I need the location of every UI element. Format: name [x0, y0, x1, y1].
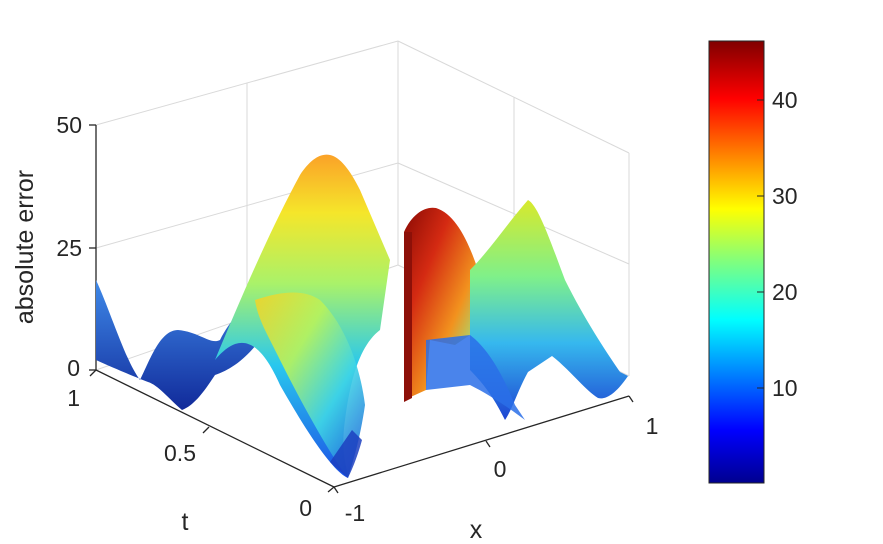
- surface-lower-band: [426, 335, 525, 420]
- surface-red-wall: [404, 232, 412, 402]
- surface-bottom-valley: [330, 430, 362, 478]
- z-tick-label: 0: [67, 355, 80, 381]
- t-axis-label: t: [182, 508, 189, 536]
- z-axis-label: absolute error: [11, 170, 39, 324]
- x-axis-label: x: [470, 516, 483, 544]
- z-tick-label: 50: [56, 112, 82, 138]
- axes-lines: [89, 124, 634, 494]
- surface-central-face: [255, 292, 365, 478]
- surface-right-peak: [470, 200, 628, 420]
- t-tick-label: 0: [299, 495, 312, 521]
- x-tick-label: 0: [494, 456, 507, 482]
- z-tick-label: 25: [56, 235, 82, 261]
- t-tick-label: 0.5: [164, 440, 196, 466]
- colorbar-tick-label: 40: [772, 87, 798, 113]
- surface-left-valley: [96, 280, 260, 410]
- colorbar-tick-label: 10: [772, 375, 798, 401]
- x-tick-label: 1: [646, 413, 659, 439]
- x-tick-label: -1: [345, 500, 365, 526]
- colorbar-ticks: [757, 99, 764, 389]
- surface-red-ridge: [404, 207, 485, 400]
- colorbar: [708, 40, 765, 484]
- t-tick-label: 1: [67, 385, 80, 411]
- colorbar-tick-label: 30: [772, 183, 798, 209]
- colorbar-tick-label: 20: [772, 279, 798, 305]
